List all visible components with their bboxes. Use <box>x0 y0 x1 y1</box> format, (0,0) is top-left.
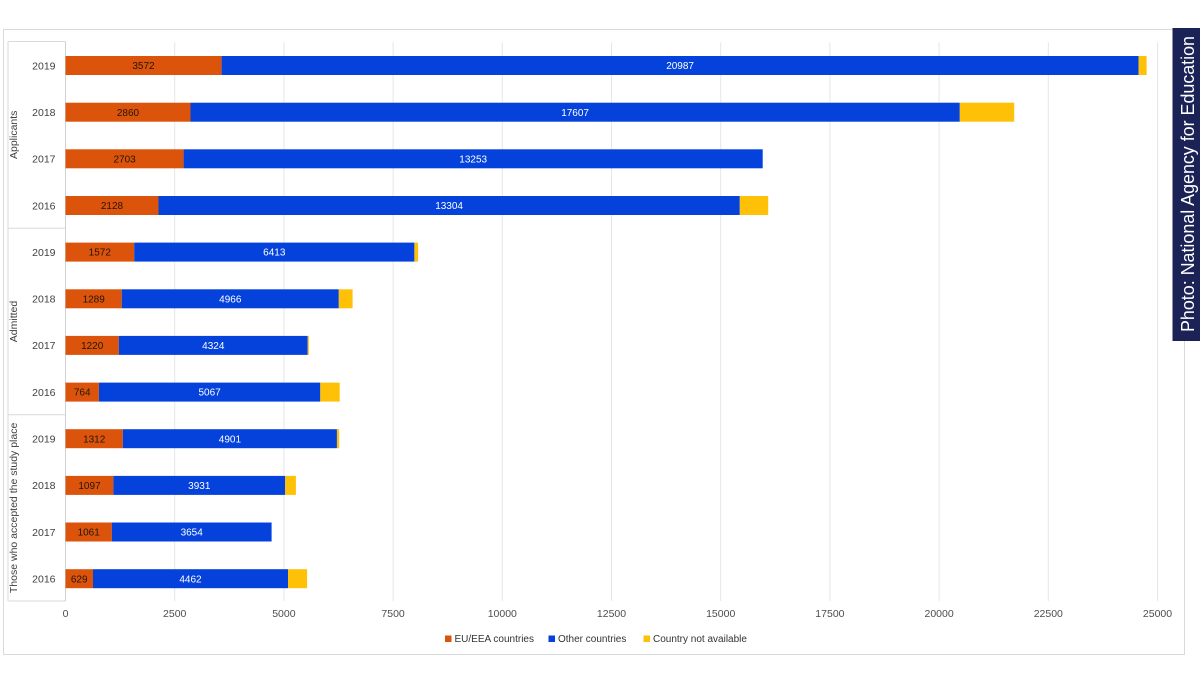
svg-text:17607: 17607 <box>561 108 589 119</box>
svg-text:22500: 22500 <box>1034 608 1063 620</box>
svg-text:2016: 2016 <box>32 387 56 399</box>
svg-text:2017: 2017 <box>32 527 56 539</box>
svg-text:25000: 25000 <box>1143 608 1172 620</box>
svg-text:2019: 2019 <box>32 60 56 72</box>
svg-text:5000: 5000 <box>272 608 296 620</box>
svg-text:2500: 2500 <box>163 608 187 620</box>
svg-text:629: 629 <box>71 574 88 585</box>
svg-text:4966: 4966 <box>219 294 242 305</box>
svg-text:2860: 2860 <box>117 108 140 119</box>
svg-text:EU/EEA countries: EU/EEA countries <box>455 634 534 645</box>
svg-text:2018: 2018 <box>32 480 56 492</box>
svg-text:12500: 12500 <box>597 608 626 620</box>
svg-text:2019: 2019 <box>32 247 56 259</box>
svg-text:0: 0 <box>63 608 69 620</box>
svg-text:3931: 3931 <box>188 481 211 492</box>
svg-text:2018: 2018 <box>32 294 56 306</box>
svg-text:1061: 1061 <box>78 528 101 539</box>
svg-text:7500: 7500 <box>381 608 405 620</box>
svg-text:2017: 2017 <box>32 340 56 352</box>
svg-text:Country not available: Country not available <box>653 634 747 645</box>
svg-text:Those who accepted the study p: Those who accepted the study place <box>8 423 20 594</box>
svg-text:3572: 3572 <box>132 61 155 72</box>
svg-text:Admitted: Admitted <box>8 301 20 343</box>
svg-text:2018: 2018 <box>32 107 56 119</box>
svg-text:17500: 17500 <box>815 608 844 620</box>
svg-text:1220: 1220 <box>81 341 104 352</box>
svg-text:1289: 1289 <box>83 294 106 305</box>
svg-text:10000: 10000 <box>488 608 517 620</box>
svg-text:1097: 1097 <box>78 481 101 492</box>
svg-text:4462: 4462 <box>179 574 202 585</box>
svg-text:2703: 2703 <box>113 154 136 165</box>
svg-text:4324: 4324 <box>202 341 225 352</box>
svg-text:2128: 2128 <box>101 201 124 212</box>
svg-text:2016: 2016 <box>32 574 56 586</box>
svg-text:5067: 5067 <box>198 388 221 399</box>
svg-text:3654: 3654 <box>181 528 204 539</box>
svg-text:Other countries: Other countries <box>558 634 626 645</box>
svg-text:2017: 2017 <box>32 154 56 166</box>
svg-text:6413: 6413 <box>263 248 286 259</box>
svg-text:Photo: National Agency for Edu: Photo: National Agency for Education <box>1178 36 1198 332</box>
svg-text:15000: 15000 <box>706 608 735 620</box>
svg-text:764: 764 <box>74 388 91 399</box>
svg-text:Applicants: Applicants <box>8 111 20 159</box>
svg-text:2016: 2016 <box>32 200 56 212</box>
svg-text:2019: 2019 <box>32 434 56 446</box>
svg-text:13253: 13253 <box>459 154 487 165</box>
svg-text:1572: 1572 <box>89 248 112 259</box>
svg-text:20000: 20000 <box>924 608 953 620</box>
svg-text:13304: 13304 <box>435 201 463 212</box>
svg-text:1312: 1312 <box>83 434 106 445</box>
svg-text:20987: 20987 <box>666 61 694 72</box>
svg-text:4901: 4901 <box>219 434 242 445</box>
